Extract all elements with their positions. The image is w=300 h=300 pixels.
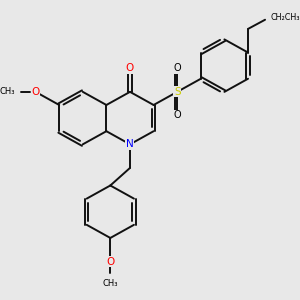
- Text: N: N: [126, 139, 134, 149]
- Text: CH₃: CH₃: [0, 87, 15, 96]
- Text: O: O: [126, 63, 134, 73]
- Text: O: O: [32, 87, 40, 97]
- Text: CH₂CH₃: CH₂CH₃: [270, 13, 300, 22]
- Text: O: O: [106, 256, 114, 267]
- Text: CH₃: CH₃: [103, 279, 118, 288]
- Text: S: S: [174, 87, 181, 97]
- Text: O: O: [173, 63, 181, 73]
- Text: O: O: [173, 110, 181, 121]
